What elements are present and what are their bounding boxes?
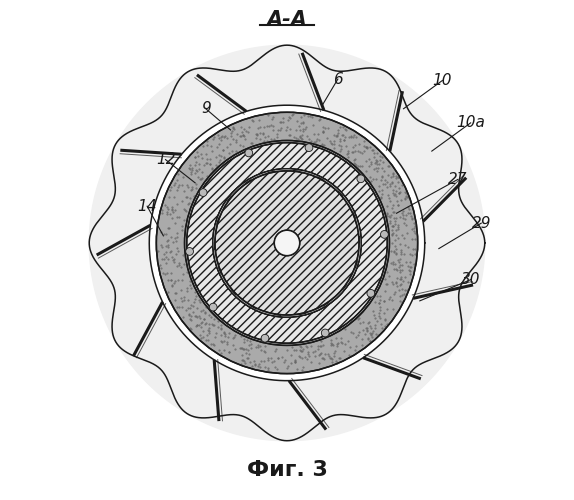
Wedge shape [156,112,418,374]
Circle shape [213,169,361,317]
Text: 10: 10 [433,73,452,88]
Circle shape [274,230,300,256]
Text: 12: 12 [156,152,175,167]
Circle shape [321,329,329,337]
Circle shape [186,248,193,256]
Text: Фиг. 3: Фиг. 3 [247,460,327,479]
Circle shape [367,290,375,297]
Text: 29: 29 [471,216,491,230]
Wedge shape [187,142,387,343]
Text: 10a: 10a [456,116,485,130]
Text: 27: 27 [448,172,468,187]
Circle shape [357,175,364,182]
Text: 6: 6 [333,72,343,86]
Text: 9: 9 [201,101,211,116]
Wedge shape [215,171,359,315]
Polygon shape [89,45,485,440]
Circle shape [305,144,313,152]
Circle shape [149,105,425,380]
Circle shape [245,149,253,157]
Text: 14: 14 [137,198,157,214]
Text: А-А: А-А [266,10,308,30]
Text: 30: 30 [461,272,480,287]
Circle shape [381,230,388,238]
Circle shape [261,334,269,342]
Circle shape [199,188,207,196]
Wedge shape [213,169,361,317]
Circle shape [210,303,217,311]
